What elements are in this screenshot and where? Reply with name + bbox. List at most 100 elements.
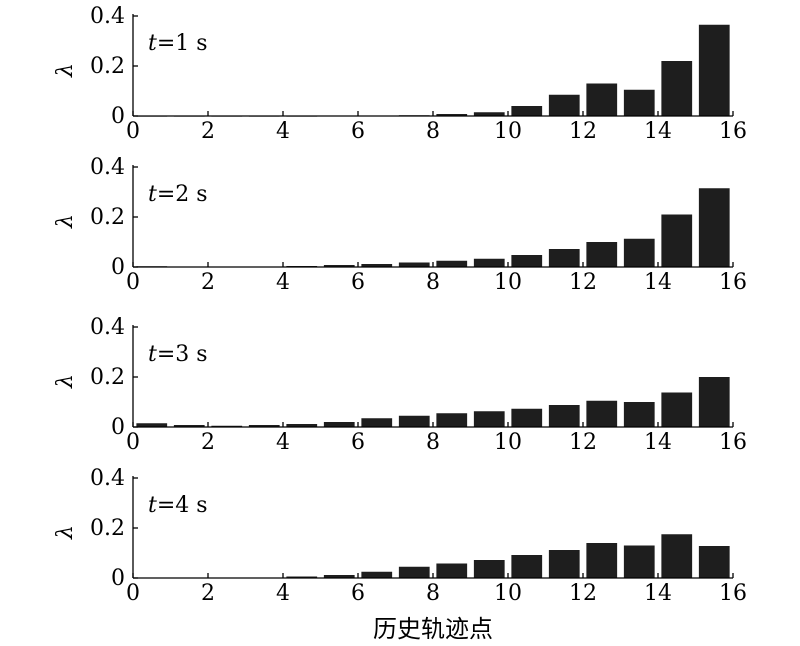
x-tick-label: 14 [644, 270, 672, 295]
bar [661, 214, 693, 267]
bar [661, 392, 693, 427]
bar [698, 24, 730, 116]
bar [136, 423, 168, 427]
bar [436, 260, 468, 267]
bar [436, 114, 468, 116]
x-tick-label: 2 [201, 581, 215, 606]
x-tick-label: 8 [426, 270, 440, 295]
x-axis-label: 历史轨迹点 [373, 615, 493, 643]
bar [511, 255, 543, 267]
bar [436, 563, 468, 578]
annotation-variable: t [148, 342, 157, 367]
bar [473, 112, 505, 116]
x-tick-label: 6 [351, 430, 365, 455]
x-tick-label: 0 [126, 270, 140, 295]
x-tick-label: 8 [426, 581, 440, 606]
y-tick-label: 0.4 [90, 315, 125, 340]
bar [661, 61, 693, 116]
x-tick-label: 12 [569, 430, 597, 455]
bar [548, 405, 580, 427]
x-tick-label: 14 [644, 430, 672, 455]
bar [511, 408, 543, 427]
bar [361, 418, 393, 427]
chart-panel-4: 0 2 4 6 8 10 12 14 16 0 0.2 0.4 λ t=4 s 历史轨迹点 [53, 466, 747, 643]
annotation-value: =4 s [157, 493, 208, 518]
bar [548, 249, 580, 267]
bar [286, 576, 318, 578]
bar [173, 425, 205, 427]
x-tick-label: 2 [201, 119, 215, 144]
bar [586, 83, 618, 116]
x-tick-label: 14 [644, 119, 672, 144]
bar [398, 262, 430, 267]
bar [436, 413, 468, 427]
x-tick-label: 8 [426, 430, 440, 455]
bar [623, 545, 655, 578]
bar [586, 400, 618, 427]
y-tick-label: 0.2 [90, 205, 125, 230]
annotation-value: =3 s [157, 342, 208, 367]
y-tick-label: 0 [111, 566, 125, 591]
bar [698, 546, 730, 578]
x-tick-label: 10 [494, 270, 522, 295]
x-tick-label: 10 [494, 430, 522, 455]
bar [361, 264, 393, 267]
y-tick-label: 0 [111, 104, 125, 129]
bar [661, 534, 693, 578]
bar [623, 402, 655, 427]
bar [398, 566, 430, 578]
bar [548, 94, 580, 116]
bar [473, 258, 505, 267]
bar [623, 238, 655, 267]
bar [623, 89, 655, 116]
x-tick-label: 12 [569, 270, 597, 295]
bar [473, 411, 505, 427]
x-tick-label: 0 [126, 430, 140, 455]
x-tick-label: 16 [719, 119, 747, 144]
chart-panel-3: 0 2 4 6 8 10 12 14 16 0 0.2 0.4 λ t=3 s [53, 315, 747, 455]
time-annotation: t=1 s [148, 31, 208, 56]
x-tick-label: 4 [276, 581, 290, 606]
x-tick-label: 0 [126, 119, 140, 144]
y-axis-label: λ [53, 214, 78, 229]
bar [323, 575, 355, 578]
time-annotation: t=3 s [148, 342, 208, 367]
bar [473, 560, 505, 578]
x-tick-label: 2 [201, 270, 215, 295]
bar [698, 377, 730, 427]
time-annotation: t=2 s [148, 182, 208, 207]
bar [398, 415, 430, 427]
y-axis-label: λ [53, 63, 78, 78]
x-tick-label: 16 [719, 430, 747, 455]
annotation-value: =2 s [157, 182, 208, 207]
bar [698, 188, 730, 267]
annotation-variable: t [148, 493, 157, 518]
chart-panel-1: 0 2 4 6 8 10 12 14 16 0 0.2 0.4 λ t=1 s [53, 4, 747, 144]
x-tick-label: 14 [644, 581, 672, 606]
bar [586, 242, 618, 267]
y-tick-label: 0.2 [90, 365, 125, 390]
x-tick-label: 12 [569, 581, 597, 606]
y-tick-label: 0.4 [90, 4, 125, 29]
bar [361, 571, 393, 578]
annotation-variable: t [148, 182, 157, 207]
chart-panel-2: 0 2 4 6 8 10 12 14 16 0 0.2 0.4 λ t=2 s [53, 155, 747, 295]
x-tick-label: 12 [569, 119, 597, 144]
y-tick-label: 0.4 [90, 155, 125, 180]
bar [511, 106, 543, 116]
y-tick-label: 0.2 [90, 54, 125, 79]
x-tick-label: 0 [126, 581, 140, 606]
y-axis-label: λ [53, 525, 78, 540]
x-tick-label: 8 [426, 119, 440, 144]
bar [286, 424, 318, 427]
bar [586, 543, 618, 578]
x-tick-label: 4 [276, 119, 290, 144]
x-tick-label: 10 [494, 119, 522, 144]
bar [323, 422, 355, 427]
x-tick-label: 6 [351, 119, 365, 144]
x-tick-label: 16 [719, 581, 747, 606]
bar [548, 550, 580, 578]
x-tick-label: 4 [276, 270, 290, 295]
x-tick-label: 10 [494, 581, 522, 606]
x-tick-label: 6 [351, 581, 365, 606]
